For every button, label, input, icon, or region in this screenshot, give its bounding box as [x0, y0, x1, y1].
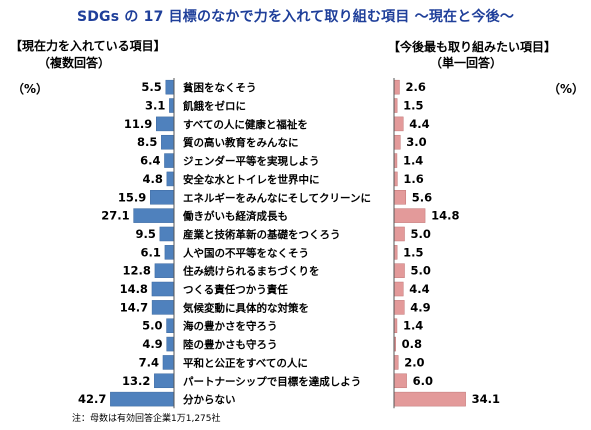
- left-bar: [164, 245, 175, 260]
- category-label: 質の高い教育をみんなに: [183, 136, 299, 149]
- right-value-label: 4.4: [409, 282, 429, 296]
- right-value-label: 14.8: [431, 209, 459, 223]
- category-label: 働きがいも経済成長も: [182, 210, 288, 223]
- right-value-label: 6.0: [413, 374, 433, 388]
- left-value-label: 11.9: [124, 117, 152, 131]
- right-bar: [393, 281, 404, 297]
- left-value-label: 5.0: [142, 319, 162, 333]
- unit-right: （%）: [548, 82, 585, 96]
- category-label: 海の豊かさを守ろう: [183, 320, 278, 333]
- left-value-label: 5.5: [141, 80, 161, 94]
- category-label: すべての人に健康と福祉を: [183, 118, 308, 131]
- left-bar: [169, 98, 175, 113]
- right-value-label: 5.0: [411, 227, 431, 241]
- left-value-label: 42.7: [78, 392, 106, 406]
- category-label: 気候変動に具体的な対策を: [182, 301, 309, 314]
- right-header: 【今後最も取り組みたい項目】: [388, 40, 557, 54]
- left-value-label: 4.8: [142, 172, 162, 186]
- right-value-label: 1.4: [403, 319, 423, 333]
- right-bar: [393, 263, 405, 278]
- right-subheader: （単一回答）: [430, 56, 503, 70]
- right-value-label: 4.9: [410, 300, 430, 314]
- left-bar: [154, 373, 175, 389]
- left-header: 【現在力を入れている項目】: [10, 39, 166, 53]
- category-label: 安全な水とトイレを世界中に: [183, 173, 320, 186]
- left-value-label: 15.9: [118, 190, 146, 204]
- right-value-label: 1.6: [403, 172, 423, 186]
- category-label: エネルギーをみんなにそしてクリーンに: [183, 191, 371, 204]
- left-value-label: 8.5: [137, 135, 157, 149]
- category-label: パートナーシップで目標を達成しよう: [183, 375, 361, 388]
- left-value-label: 27.1: [101, 209, 129, 223]
- left-value-label: 6.4: [140, 154, 160, 168]
- category-label: 分からない: [183, 393, 236, 406]
- right-value-label: 1.4: [403, 154, 423, 168]
- left-bar: [166, 318, 175, 333]
- left-bar: [150, 190, 175, 205]
- category-label: 貧困をなくそう: [183, 81, 257, 94]
- footnote: 注：母数は有効回答企業1万1,275社: [72, 414, 221, 424]
- left-value-label: 4.9: [142, 337, 162, 351]
- category-label: 人や国の不平等をなくそう: [183, 246, 309, 259]
- category-label: 飢餓をゼロに: [182, 100, 246, 113]
- category-label: つくる責任つかう責任: [183, 283, 288, 296]
- right-value-label: 2.0: [404, 355, 424, 369]
- left-value-label: 13.2: [122, 374, 150, 388]
- right-bar: [393, 190, 407, 205]
- left-bar: [164, 153, 175, 168]
- right-bar: [393, 373, 407, 389]
- left-bar: [162, 355, 175, 370]
- left-bar: [154, 263, 175, 278]
- left-bar: [151, 300, 175, 315]
- right-value-label: 34.1: [472, 392, 500, 406]
- chart-title: SDGs の 17 目標のなかで力を入れて取り組む項目 ～現在と今後～: [76, 9, 515, 25]
- category-label: 産業と技術革新の基礎をつくろう: [183, 228, 341, 241]
- right-value-label: 1.5: [403, 245, 423, 259]
- left-bar: [156, 116, 175, 132]
- left-bar: [166, 171, 175, 187]
- left-bar: [161, 134, 175, 150]
- left-bar: [159, 226, 175, 242]
- left-bar: [151, 281, 175, 297]
- right-bar: [393, 79, 400, 95]
- category-label: 陸の豊かさも守ろう: [183, 338, 278, 351]
- right-value-label: 3.0: [406, 135, 426, 149]
- left-value-label: 7.4: [139, 355, 159, 369]
- right-value-label: 0.8: [402, 337, 422, 351]
- right-value-label: 5.0: [411, 264, 431, 278]
- left-value-label: 14.8: [120, 282, 148, 296]
- right-bar: [393, 300, 405, 315]
- left-value-label: 12.8: [123, 264, 151, 278]
- unit-left: （%）: [12, 82, 49, 96]
- right-value-label: 5.6: [412, 190, 432, 204]
- right-bar: [393, 134, 401, 150]
- left-value-label: 9.5: [135, 227, 155, 241]
- right-value-label: 1.5: [403, 99, 423, 113]
- left-value-label: 3.1: [145, 99, 165, 113]
- right-bar: [393, 171, 398, 187]
- left-value-label: 14.7: [120, 300, 148, 314]
- right-value-label: 4.4: [409, 117, 429, 131]
- left-bar: [133, 208, 175, 223]
- right-bar: [393, 116, 404, 132]
- left-bar: [110, 391, 175, 407]
- left-bar: [165, 79, 175, 95]
- right-bar: [393, 226, 405, 242]
- right-value-label: 2.6: [405, 80, 425, 94]
- category-label: 平和と公正をすべての人に: [183, 356, 308, 369]
- right-bar: [393, 355, 399, 370]
- left-value-label: 6.1: [141, 245, 161, 259]
- left-bar: [166, 336, 175, 352]
- left-subheader: （複数回答）: [38, 56, 111, 70]
- right-bar: [393, 208, 426, 223]
- category-label: 住み続けられるまちづくりを: [183, 265, 320, 278]
- category-label: ジェンダー平等を実現しよう: [183, 155, 320, 168]
- right-bar: [393, 391, 466, 407]
